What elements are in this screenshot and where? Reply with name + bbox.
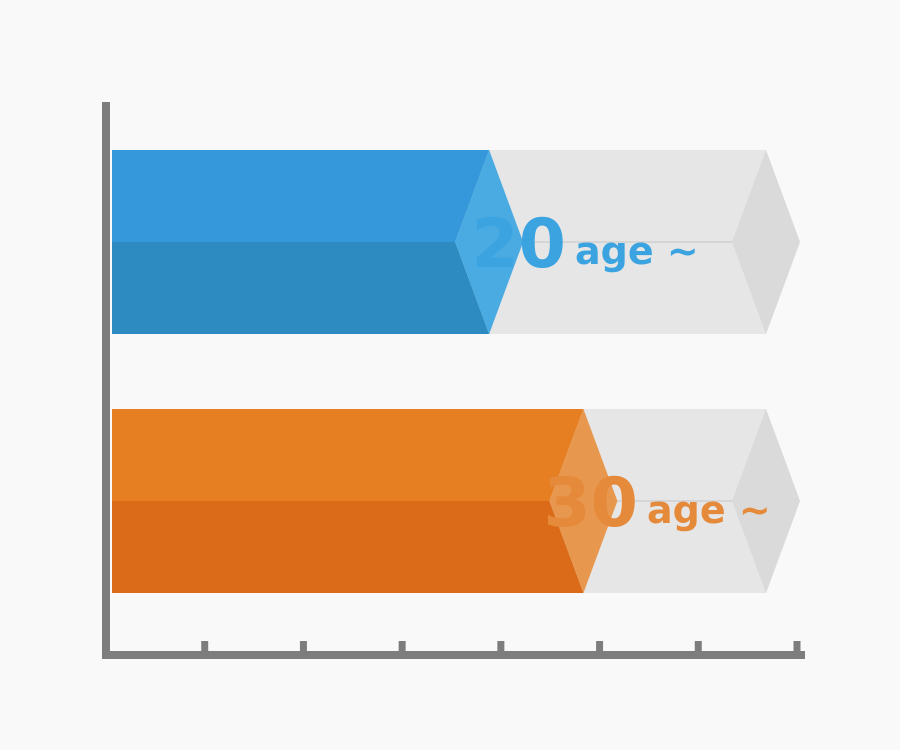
- bar-20-fill-top: [112, 150, 490, 242]
- bar-20-group: [112, 150, 800, 334]
- bar-30-fill-bottom: [112, 501, 584, 593]
- bar-20-fill-bottom: [112, 242, 490, 334]
- bar-label-20-unit: age ~: [575, 229, 699, 273]
- axes: [102, 102, 805, 659]
- bar-label-20-number: 20: [471, 205, 566, 284]
- bar-label-30-unit: age ~: [647, 488, 771, 532]
- bar-20-fill-tip: [455, 150, 524, 334]
- bar-30-group: [112, 409, 800, 593]
- labels-layer: 20 age ~ 30 age ~: [471, 205, 770, 543]
- bar-30-fill-top: [112, 409, 584, 501]
- bars-layer: [112, 150, 800, 593]
- bar-20-track-tip: [732, 150, 800, 334]
- bar-30-track-tip: [732, 409, 800, 593]
- bar-30-fill-tip: [549, 409, 618, 593]
- bar-label-30-number: 30: [543, 464, 638, 543]
